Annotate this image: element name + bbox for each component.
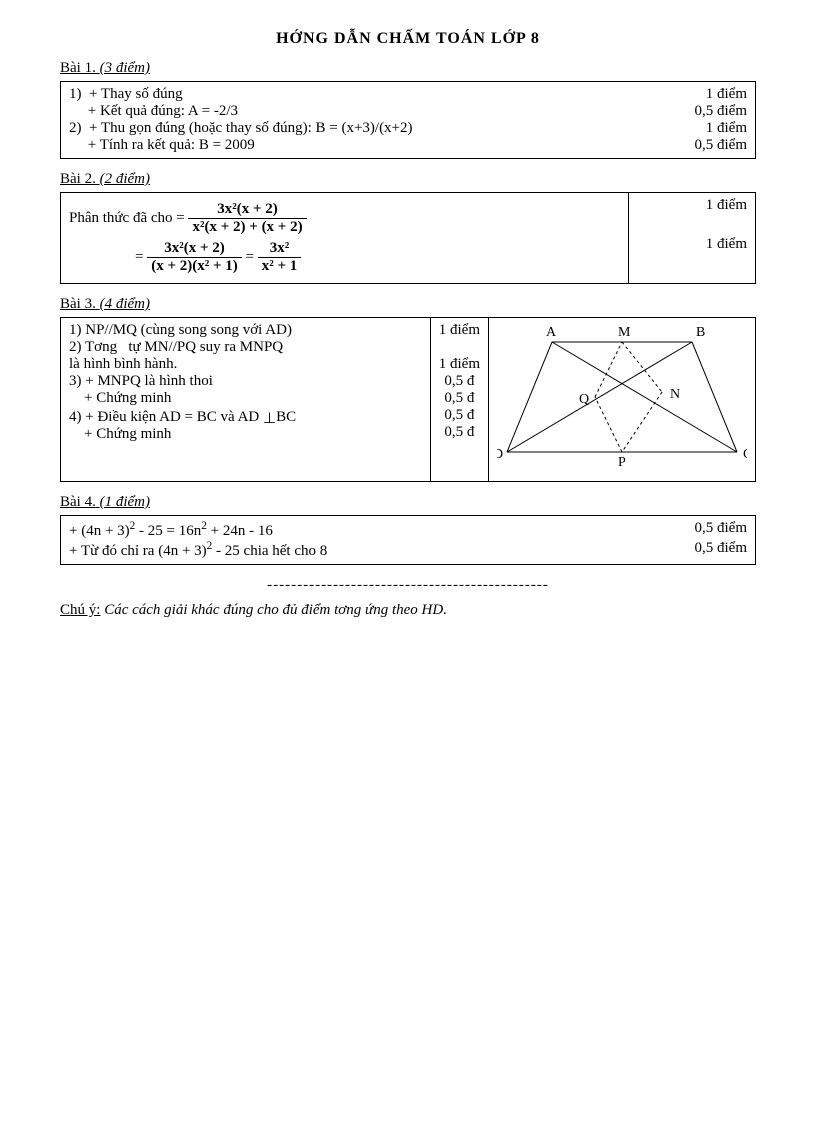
row-text: + Chứng minh [69, 426, 422, 443]
bai1-table: 1) + Thay số đúng 1 điểm + Kết quả đúng: … [60, 81, 756, 159]
frac2-den: (x + 2)(x² + 1) [147, 258, 242, 275]
bai2-label: Bài 2. [60, 171, 96, 187]
row-points [439, 339, 480, 356]
bai2-pts2: 1 điểm [637, 236, 747, 253]
frac1-num: 3x²(x + 2) [188, 201, 306, 219]
bai3-diagram-cell: A B D C M P Q N [489, 318, 756, 482]
bai3-label: Bài 3. [60, 296, 96, 312]
footer-dashes: ----------------------------------------… [60, 577, 756, 594]
page-title: HỚNG DẪN CHẤM TOÁN LỚP 8 [60, 30, 756, 48]
bai2-header: Bài 2. (2 điểm) [60, 171, 756, 188]
svg-text:M: M [618, 325, 631, 340]
svg-text:C: C [743, 447, 747, 462]
row-points: 1 điểm [706, 86, 747, 103]
bai4-header: Bài 4. (1 điểm) [60, 494, 756, 511]
row-points: 0,5 điểm [695, 520, 748, 540]
frac3-num: 3x² [258, 240, 302, 258]
bai2-score: (2 điểm) [100, 171, 150, 187]
trapezoid-diagram: A B D C M P Q N [497, 322, 747, 472]
bai1-label: Bài 1. [60, 60, 96, 76]
table-row: + Kết quả đúng: A = -2/3 0,5 điểm [69, 103, 747, 120]
frac2-num: 3x²(x + 2) [147, 240, 242, 258]
bai2-table: Phân thức đã cho = 3x²(x + 2) x²(x + 2) … [60, 192, 756, 284]
frac1-den: x²(x + 2) + (x + 2) [188, 219, 306, 236]
row-text: 1) + Thay số đúng [69, 86, 183, 103]
table-row: 1) + Thay số đúng 1 điểm [69, 86, 747, 103]
row-points: 1 điểm [439, 356, 480, 373]
bai4-label: Bài 4. [60, 494, 96, 510]
row-text: + (4n + 3)2 - 25 = 16n2 + 24n - 16 [69, 520, 273, 540]
bai3-header: Bài 3. (4 điểm) [60, 296, 756, 313]
row-text: + Chứng minh [69, 390, 422, 407]
table-row: + (4n + 3)2 - 25 = 16n2 + 24n - 16 0,5 đi… [69, 520, 747, 540]
svg-text:A: A [546, 325, 557, 340]
row-text: 3) + MNPQ là hình thoi [69, 373, 422, 390]
bai4-content: + (4n + 3)2 - 25 = 16n2 + 24n - 16 0,5 đi… [61, 516, 756, 565]
svg-text:D: D [497, 447, 503, 462]
row-text: 4) + Điều kiện AD = BC và AD ⊥BC [69, 407, 422, 426]
bai2-frac1: 3x²(x + 2) x²(x + 2) + (x + 2) [188, 201, 306, 236]
bai4-score: (1 điểm) [100, 494, 150, 510]
svg-text:P: P [618, 455, 626, 470]
row-points: 0,5 điểm [695, 103, 748, 120]
row-text: là hình bình hành. [69, 356, 422, 373]
bai2-frac2: 3x²(x + 2) (x + 2)(x² + 1) [147, 240, 242, 275]
bai2-pts1: 1 điểm [637, 197, 747, 214]
bai3-score: (4 điểm) [100, 296, 150, 312]
row-text: 1) NP//MQ (cùng song song với AD) [69, 322, 422, 339]
row-points: 0,5 đ [439, 390, 480, 407]
svg-text:B: B [696, 325, 705, 340]
table-row: 2) + Thu gọn đúng (hoặc thay số đúng): B… [69, 120, 747, 137]
row-text: 2) Tơng tự MN//PQ suy ra MNPQ [69, 339, 422, 356]
bai3-table: 1) NP//MQ (cùng song song với AD)2) Tơng… [60, 317, 756, 482]
frac3-den: x² + 1 [258, 258, 302, 275]
row-points: 0,5 điểm [695, 137, 748, 154]
bai2-content: Phân thức đã cho = 3x²(x + 2) x²(x + 2) … [61, 193, 629, 284]
footer-note: Chú ý: Các cách giải khác đúng cho đủ đi… [60, 602, 756, 619]
row-text: + Kết quả đúng: A = -2/3 [69, 103, 238, 120]
bai3-text-col: 1) NP//MQ (cùng song song với AD)2) Tơng… [61, 318, 431, 482]
bai2-eq-mid: = [246, 249, 254, 265]
footer-text: Các cách giải khác đúng cho đủ điểm tơng… [104, 602, 447, 618]
row-points: 1 điểm [439, 322, 480, 339]
bai4-table: + (4n + 3)2 - 25 = 16n2 + 24n - 16 0,5 đi… [60, 515, 756, 565]
bai1-header: Bài 1. (3 điểm) [60, 60, 756, 77]
table-row: + Từ đó chỉ ra (4n + 3)2 - 25 chia hết c… [69, 540, 747, 560]
svg-text:Q: Q [579, 392, 589, 407]
row-text: + Tính ra kết quả: B = 2009 [69, 137, 255, 154]
footer-label: Chú ý: [60, 602, 100, 618]
row-points: 0,5 điểm [695, 540, 748, 560]
bai1-content: 1) + Thay số đúng 1 điểm + Kết quả đúng: … [61, 82, 756, 159]
bai2-pts-cell: 1 điểm 1 điểm [629, 193, 756, 284]
row-points: 1 điểm [706, 120, 747, 137]
bai2-frac3: 3x² x² + 1 [258, 240, 302, 275]
svg-text:N: N [670, 387, 680, 402]
bai2-lead: Phân thức đã cho = [69, 210, 185, 226]
table-row: + Tính ra kết quả: B = 2009 0,5 điểm [69, 137, 747, 154]
row-text: 2) + Thu gọn đúng (hoặc thay số đúng): B… [69, 120, 413, 137]
bai2-eq2-prefix: = [135, 249, 143, 265]
row-text: + Từ đó chỉ ra (4n + 3)2 - 25 chia hết c… [69, 540, 327, 560]
row-points: 0,5 đ [439, 407, 480, 424]
bai3-pts-col: 1 điểm 1 điểm0,5 đ0,5 đ0,5 đ0,5 đ [430, 318, 488, 482]
row-points: 0,5 đ [439, 424, 480, 441]
bai1-score: (3 điểm) [100, 60, 150, 76]
row-points: 0,5 đ [439, 373, 480, 390]
